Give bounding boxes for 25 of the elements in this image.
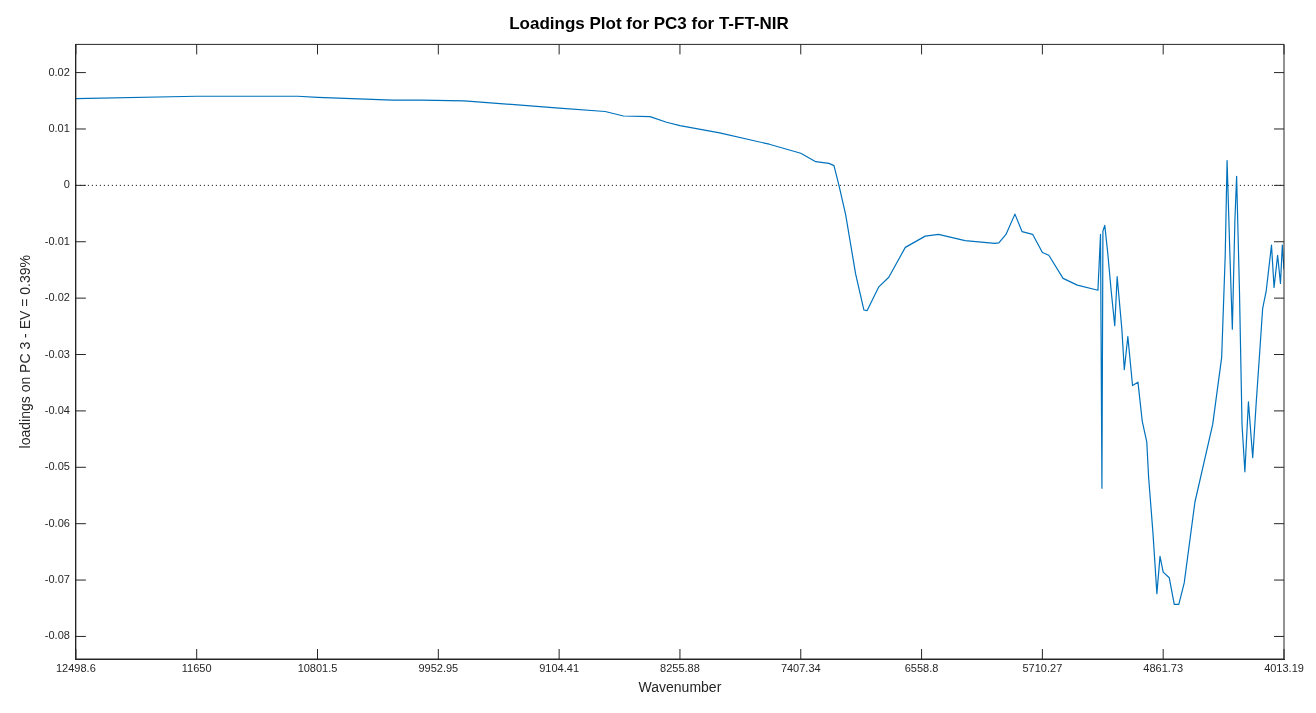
x-tick-label: 10801.5 bbox=[297, 661, 338, 674]
x-tick-label: 4013.19 bbox=[1264, 661, 1304, 674]
x-tick-label: 11650 bbox=[181, 661, 212, 674]
y-tick-label: -0.03 bbox=[44, 347, 70, 360]
y-tick-label: -0.07 bbox=[44, 573, 70, 586]
y-tick-label: 0 bbox=[63, 178, 70, 191]
chart-title: Loadings Plot for PC3 for T-FT-NIR bbox=[509, 13, 789, 33]
x-tick-label: 4861.73 bbox=[1143, 661, 1184, 674]
y-tick-label: -0.05 bbox=[44, 460, 70, 473]
y-tick-label: 0.01 bbox=[48, 122, 70, 135]
x-axis-title: Wavenumber bbox=[638, 679, 722, 696]
y-axis-title: loadings on PC 3 - EV = 0.39% bbox=[17, 255, 34, 449]
y-tick-label: -0.08 bbox=[44, 629, 70, 642]
x-tick-label: 5710.27 bbox=[1022, 661, 1063, 674]
x-tick-label: 12498.6 bbox=[55, 661, 96, 674]
y-tick-label: -0.01 bbox=[44, 234, 70, 247]
x-tick-label: 9104.41 bbox=[539, 661, 580, 674]
y-tick-label: -0.04 bbox=[44, 403, 70, 416]
x-tick-label: 7407.34 bbox=[780, 661, 821, 674]
y-tick-label: -0.06 bbox=[44, 516, 70, 529]
x-tick-label: 9952.95 bbox=[418, 661, 459, 674]
y-tick-label: -0.02 bbox=[44, 291, 70, 304]
x-tick-label: 6558.8 bbox=[904, 661, 939, 674]
x-tick-label: 8255.88 bbox=[660, 661, 700, 674]
y-tick-label: 0.02 bbox=[48, 65, 70, 78]
